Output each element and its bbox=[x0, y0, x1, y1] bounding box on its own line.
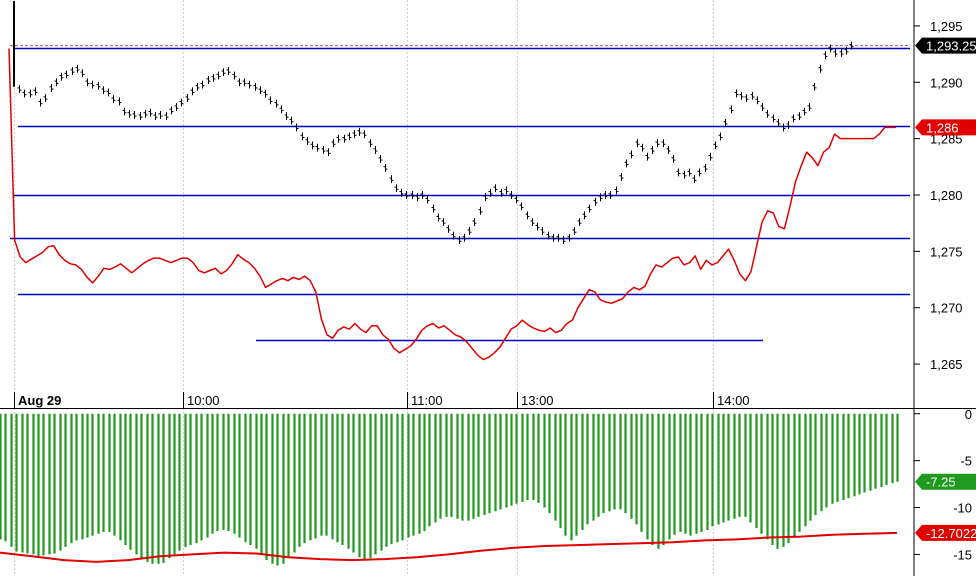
indicator-tick-label: 0 bbox=[965, 407, 972, 422]
horizontal-lines[interactable] bbox=[10, 45, 910, 342]
red-line-badge: 1,286 bbox=[915, 119, 976, 136]
price-tick-label: 1,265 bbox=[930, 357, 963, 372]
time-label: 10:00 bbox=[187, 393, 220, 408]
price-y-axis: 1,295 1,290 1,285 1,280 1,275 1,270 1,265 bbox=[914, 19, 963, 372]
price-tick-label: 1,270 bbox=[930, 301, 963, 316]
red-line bbox=[8, 48, 896, 361]
last-price-badge-text: 1,293.25 bbox=[926, 39, 976, 54]
last-price-badge: 1,293.25 bbox=[915, 37, 976, 54]
price-bar-series bbox=[13, 1, 854, 245]
indicator-red-line bbox=[0, 531, 898, 563]
red-line-badge-text: 1,286 bbox=[926, 120, 959, 135]
indicator-red-badge: -12.7022 bbox=[915, 524, 976, 541]
price-tick-label: 1,275 bbox=[930, 244, 963, 259]
price-tick-label: 1,285 bbox=[930, 132, 963, 147]
indicator-y-axis: 0 -5 -10 -15 bbox=[914, 407, 972, 562]
histogram-badge: -7.25 bbox=[915, 473, 976, 490]
time-label: 11:00 bbox=[411, 393, 443, 408]
indicator-tick-label: -10 bbox=[953, 501, 972, 516]
date-label: Aug 29 bbox=[18, 393, 61, 408]
indicator-red-badge-text: -12.7022 bbox=[926, 526, 976, 541]
time-label: 14:00 bbox=[717, 393, 750, 408]
indicator-tick-label: -5 bbox=[960, 454, 972, 469]
indicator-red-line-path bbox=[0, 531, 898, 563]
time-label: 13:00 bbox=[521, 393, 554, 408]
value-badges: 1,293.25 1,286 -7.25 -12.7022 bbox=[915, 37, 976, 541]
price-tick-label: 1,295 bbox=[930, 19, 963, 34]
histogram-badge-text: -7.25 bbox=[926, 475, 956, 490]
indicator-tick-label: -15 bbox=[953, 547, 972, 562]
time-x-axis: Aug 29 10:00 11:00 13:00 14:00 bbox=[14, 392, 750, 408]
red-line-series bbox=[8, 48, 896, 361]
price-tick-label: 1,290 bbox=[930, 75, 963, 90]
histogram-series bbox=[0, 413, 899, 566]
price-tick-label: 1,280 bbox=[930, 188, 963, 203]
